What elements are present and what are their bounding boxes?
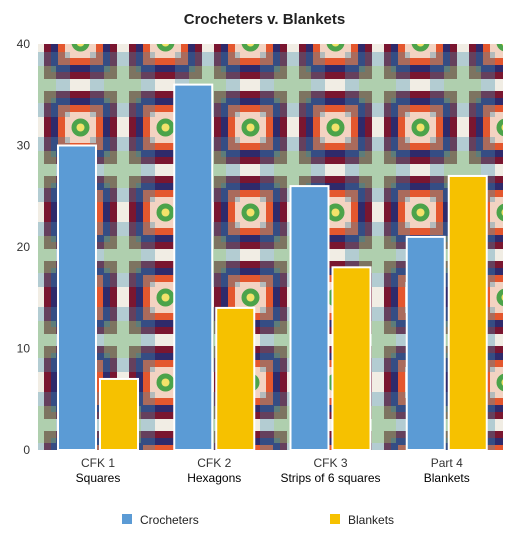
x-tick-label-line1: Part 4 [431,456,463,470]
y-axis: 0 10 20 30 40 [17,37,31,457]
legend-label-blankets: Blankets [348,513,394,527]
x-tick-label-line1: CFK 2 [197,456,231,470]
bar-crocheters-part-4 [405,235,446,451]
legend-swatch-crocheters [122,514,132,524]
legend-label-crocheters: Crocheters [140,513,199,527]
bars [57,83,488,452]
x-tick-label-line1: CFK 3 [313,456,347,470]
y-tick-label: 10 [17,342,31,356]
chart-title: Crocheters v. Blankets [184,11,345,28]
x-tick-label-line2: Blankets [424,471,470,485]
x-tick-label-line2: Squares [76,471,121,485]
bar-crocheters-cfk-2 [173,83,214,451]
x-tick-label-line1: CFK 1 [81,456,115,470]
y-tick-label: 20 [17,240,31,254]
y-tick-label: 0 [23,443,30,457]
bar-crocheters-cfk-1 [57,144,97,451]
bar-blankets-part-4 [447,174,488,451]
y-tick-label: 30 [17,139,31,153]
bar-blankets-cfk-3 [331,266,372,451]
x-tick-label-line2: Strips of 6 squares [280,471,380,485]
legend: Crocheters Blankets [122,513,394,527]
bar-crocheters-cfk-3 [289,185,330,451]
x-tick-label-line2: Hexagons [187,471,241,485]
y-tick-label: 40 [17,37,31,51]
bar-blankets-cfk-1 [99,377,139,452]
bar-blankets-cfk-2 [215,306,256,451]
legend-swatch-blankets [330,514,340,524]
